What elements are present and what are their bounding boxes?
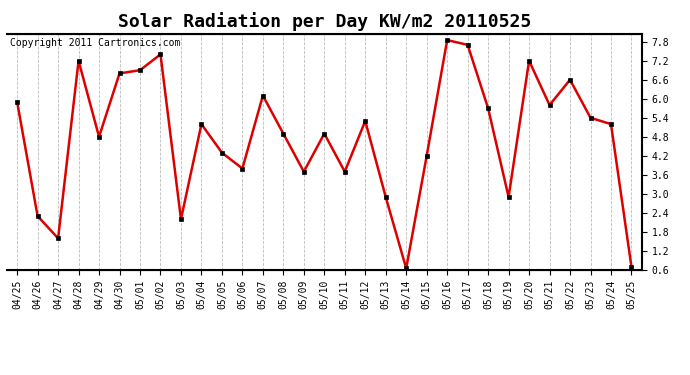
Text: Copyright 2011 Cartronics.com: Copyright 2011 Cartronics.com: [10, 39, 181, 48]
Title: Solar Radiation per Day KW/m2 20110525: Solar Radiation per Day KW/m2 20110525: [118, 12, 531, 31]
